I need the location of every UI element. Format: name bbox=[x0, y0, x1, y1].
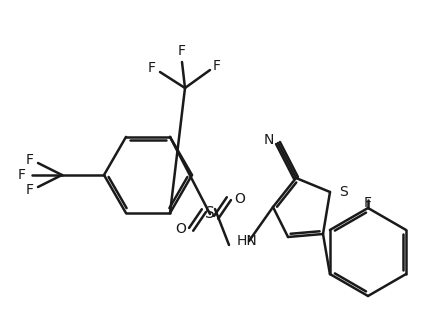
Text: F: F bbox=[178, 44, 186, 58]
Text: F: F bbox=[364, 196, 372, 210]
Text: F: F bbox=[26, 183, 34, 197]
Text: F: F bbox=[148, 61, 156, 75]
Text: O: O bbox=[234, 192, 245, 206]
Text: S: S bbox=[339, 185, 348, 199]
Text: O: O bbox=[175, 222, 186, 236]
Text: F: F bbox=[18, 168, 26, 182]
Text: HN: HN bbox=[237, 234, 258, 248]
Text: N: N bbox=[264, 133, 274, 147]
Text: S: S bbox=[205, 206, 215, 222]
Text: F: F bbox=[213, 59, 221, 73]
Text: F: F bbox=[26, 153, 34, 167]
